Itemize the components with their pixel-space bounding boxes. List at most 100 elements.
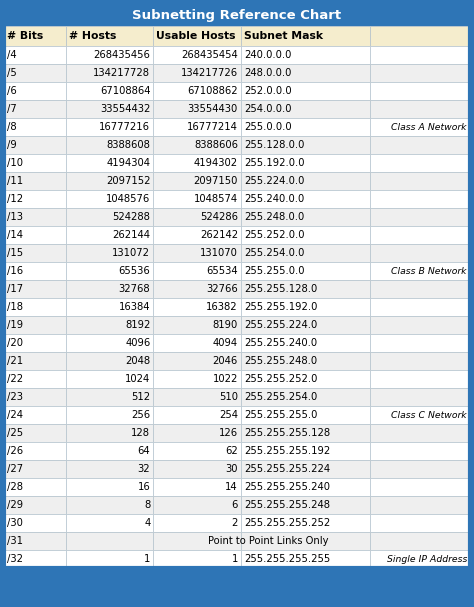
Text: /26: /26 xyxy=(7,446,23,456)
Text: 6: 6 xyxy=(232,500,238,510)
Text: /20: /20 xyxy=(7,338,23,348)
Text: 4094: 4094 xyxy=(213,338,238,348)
Bar xyxy=(241,136,370,154)
Bar xyxy=(370,100,470,118)
Bar xyxy=(4,406,66,424)
Bar xyxy=(66,442,154,460)
Text: /28: /28 xyxy=(7,482,23,492)
Text: Usable Hosts: Usable Hosts xyxy=(156,31,236,41)
Bar xyxy=(370,550,470,568)
Text: 255.255.0.0: 255.255.0.0 xyxy=(244,266,304,276)
Text: /31: /31 xyxy=(7,536,23,546)
Text: 255.192.0.0: 255.192.0.0 xyxy=(244,158,304,168)
Bar xyxy=(66,64,154,82)
Bar xyxy=(154,406,241,424)
Text: /21: /21 xyxy=(7,356,23,366)
Text: /18: /18 xyxy=(7,302,23,312)
Bar xyxy=(66,190,154,208)
Text: # Bits: # Bits xyxy=(7,31,43,41)
Text: 255.255.224.0: 255.255.224.0 xyxy=(244,320,317,330)
Bar xyxy=(241,172,370,190)
Bar xyxy=(4,4,470,26)
Bar xyxy=(154,244,241,262)
Text: 262144: 262144 xyxy=(112,230,150,240)
Text: 255.224.0.0: 255.224.0.0 xyxy=(244,176,304,186)
Text: /15: /15 xyxy=(7,248,23,258)
Text: 1022: 1022 xyxy=(213,374,238,384)
Bar xyxy=(241,352,370,370)
Text: /30: /30 xyxy=(7,518,23,528)
Bar xyxy=(241,46,370,64)
Text: 255.255.255.0: 255.255.255.0 xyxy=(244,410,318,420)
Bar xyxy=(370,370,470,388)
Text: /32: /32 xyxy=(7,554,23,564)
Bar xyxy=(241,100,370,118)
Bar xyxy=(154,64,241,82)
Text: /5: /5 xyxy=(7,68,17,78)
Bar xyxy=(154,478,241,496)
Bar xyxy=(4,172,66,190)
Bar xyxy=(154,26,241,46)
Text: /14: /14 xyxy=(7,230,23,240)
Bar xyxy=(241,298,370,316)
Text: 255.240.0.0: 255.240.0.0 xyxy=(244,194,304,204)
Text: 255.248.0.0: 255.248.0.0 xyxy=(244,212,304,222)
Bar xyxy=(4,442,66,460)
Bar xyxy=(4,514,66,532)
Bar xyxy=(4,64,66,82)
Text: /16: /16 xyxy=(7,266,23,276)
Bar xyxy=(241,244,370,262)
Bar xyxy=(241,208,370,226)
Text: 255.255.255.255: 255.255.255.255 xyxy=(244,554,330,564)
Text: 16382: 16382 xyxy=(206,302,238,312)
Text: Class A Network: Class A Network xyxy=(392,123,467,132)
Bar xyxy=(154,154,241,172)
Text: 67108864: 67108864 xyxy=(100,86,150,96)
Bar xyxy=(370,190,470,208)
Bar xyxy=(370,532,470,550)
Bar xyxy=(154,442,241,460)
Bar xyxy=(154,46,241,64)
Bar xyxy=(66,226,154,244)
Bar xyxy=(154,370,241,388)
Bar xyxy=(4,46,66,64)
Bar xyxy=(370,298,470,316)
Text: 256: 256 xyxy=(131,410,150,420)
Bar xyxy=(241,334,370,352)
Bar xyxy=(241,280,370,298)
Text: 255.255.255.252: 255.255.255.252 xyxy=(244,518,330,528)
Bar xyxy=(241,370,370,388)
Bar xyxy=(370,244,470,262)
Bar xyxy=(154,100,241,118)
Text: 4194304: 4194304 xyxy=(106,158,150,168)
Bar xyxy=(4,334,66,352)
Bar xyxy=(370,424,470,442)
Bar xyxy=(66,352,154,370)
Bar xyxy=(241,532,370,550)
Text: /17: /17 xyxy=(7,284,23,294)
Text: 8: 8 xyxy=(144,500,150,510)
Bar xyxy=(154,316,241,334)
Text: 2: 2 xyxy=(232,518,238,528)
Bar xyxy=(370,406,470,424)
Text: 1024: 1024 xyxy=(125,374,150,384)
Bar xyxy=(370,478,470,496)
Bar xyxy=(154,208,241,226)
Bar xyxy=(66,208,154,226)
Text: /8: /8 xyxy=(7,122,17,132)
Bar xyxy=(370,352,470,370)
Text: 248.0.0.0: 248.0.0.0 xyxy=(244,68,292,78)
Text: 255.255.255.192: 255.255.255.192 xyxy=(244,446,330,456)
Bar xyxy=(4,26,66,46)
Text: 2046: 2046 xyxy=(213,356,238,366)
Bar xyxy=(154,118,241,136)
Text: 255.252.0.0: 255.252.0.0 xyxy=(244,230,304,240)
Text: 131072: 131072 xyxy=(112,248,150,258)
Text: 8388606: 8388606 xyxy=(194,140,238,150)
Text: 14: 14 xyxy=(225,482,238,492)
Bar xyxy=(370,460,470,478)
Text: 32766: 32766 xyxy=(206,284,238,294)
Bar xyxy=(241,64,370,82)
Text: 255.128.0.0: 255.128.0.0 xyxy=(244,140,304,150)
Text: 254.0.0.0: 254.0.0.0 xyxy=(244,104,292,114)
